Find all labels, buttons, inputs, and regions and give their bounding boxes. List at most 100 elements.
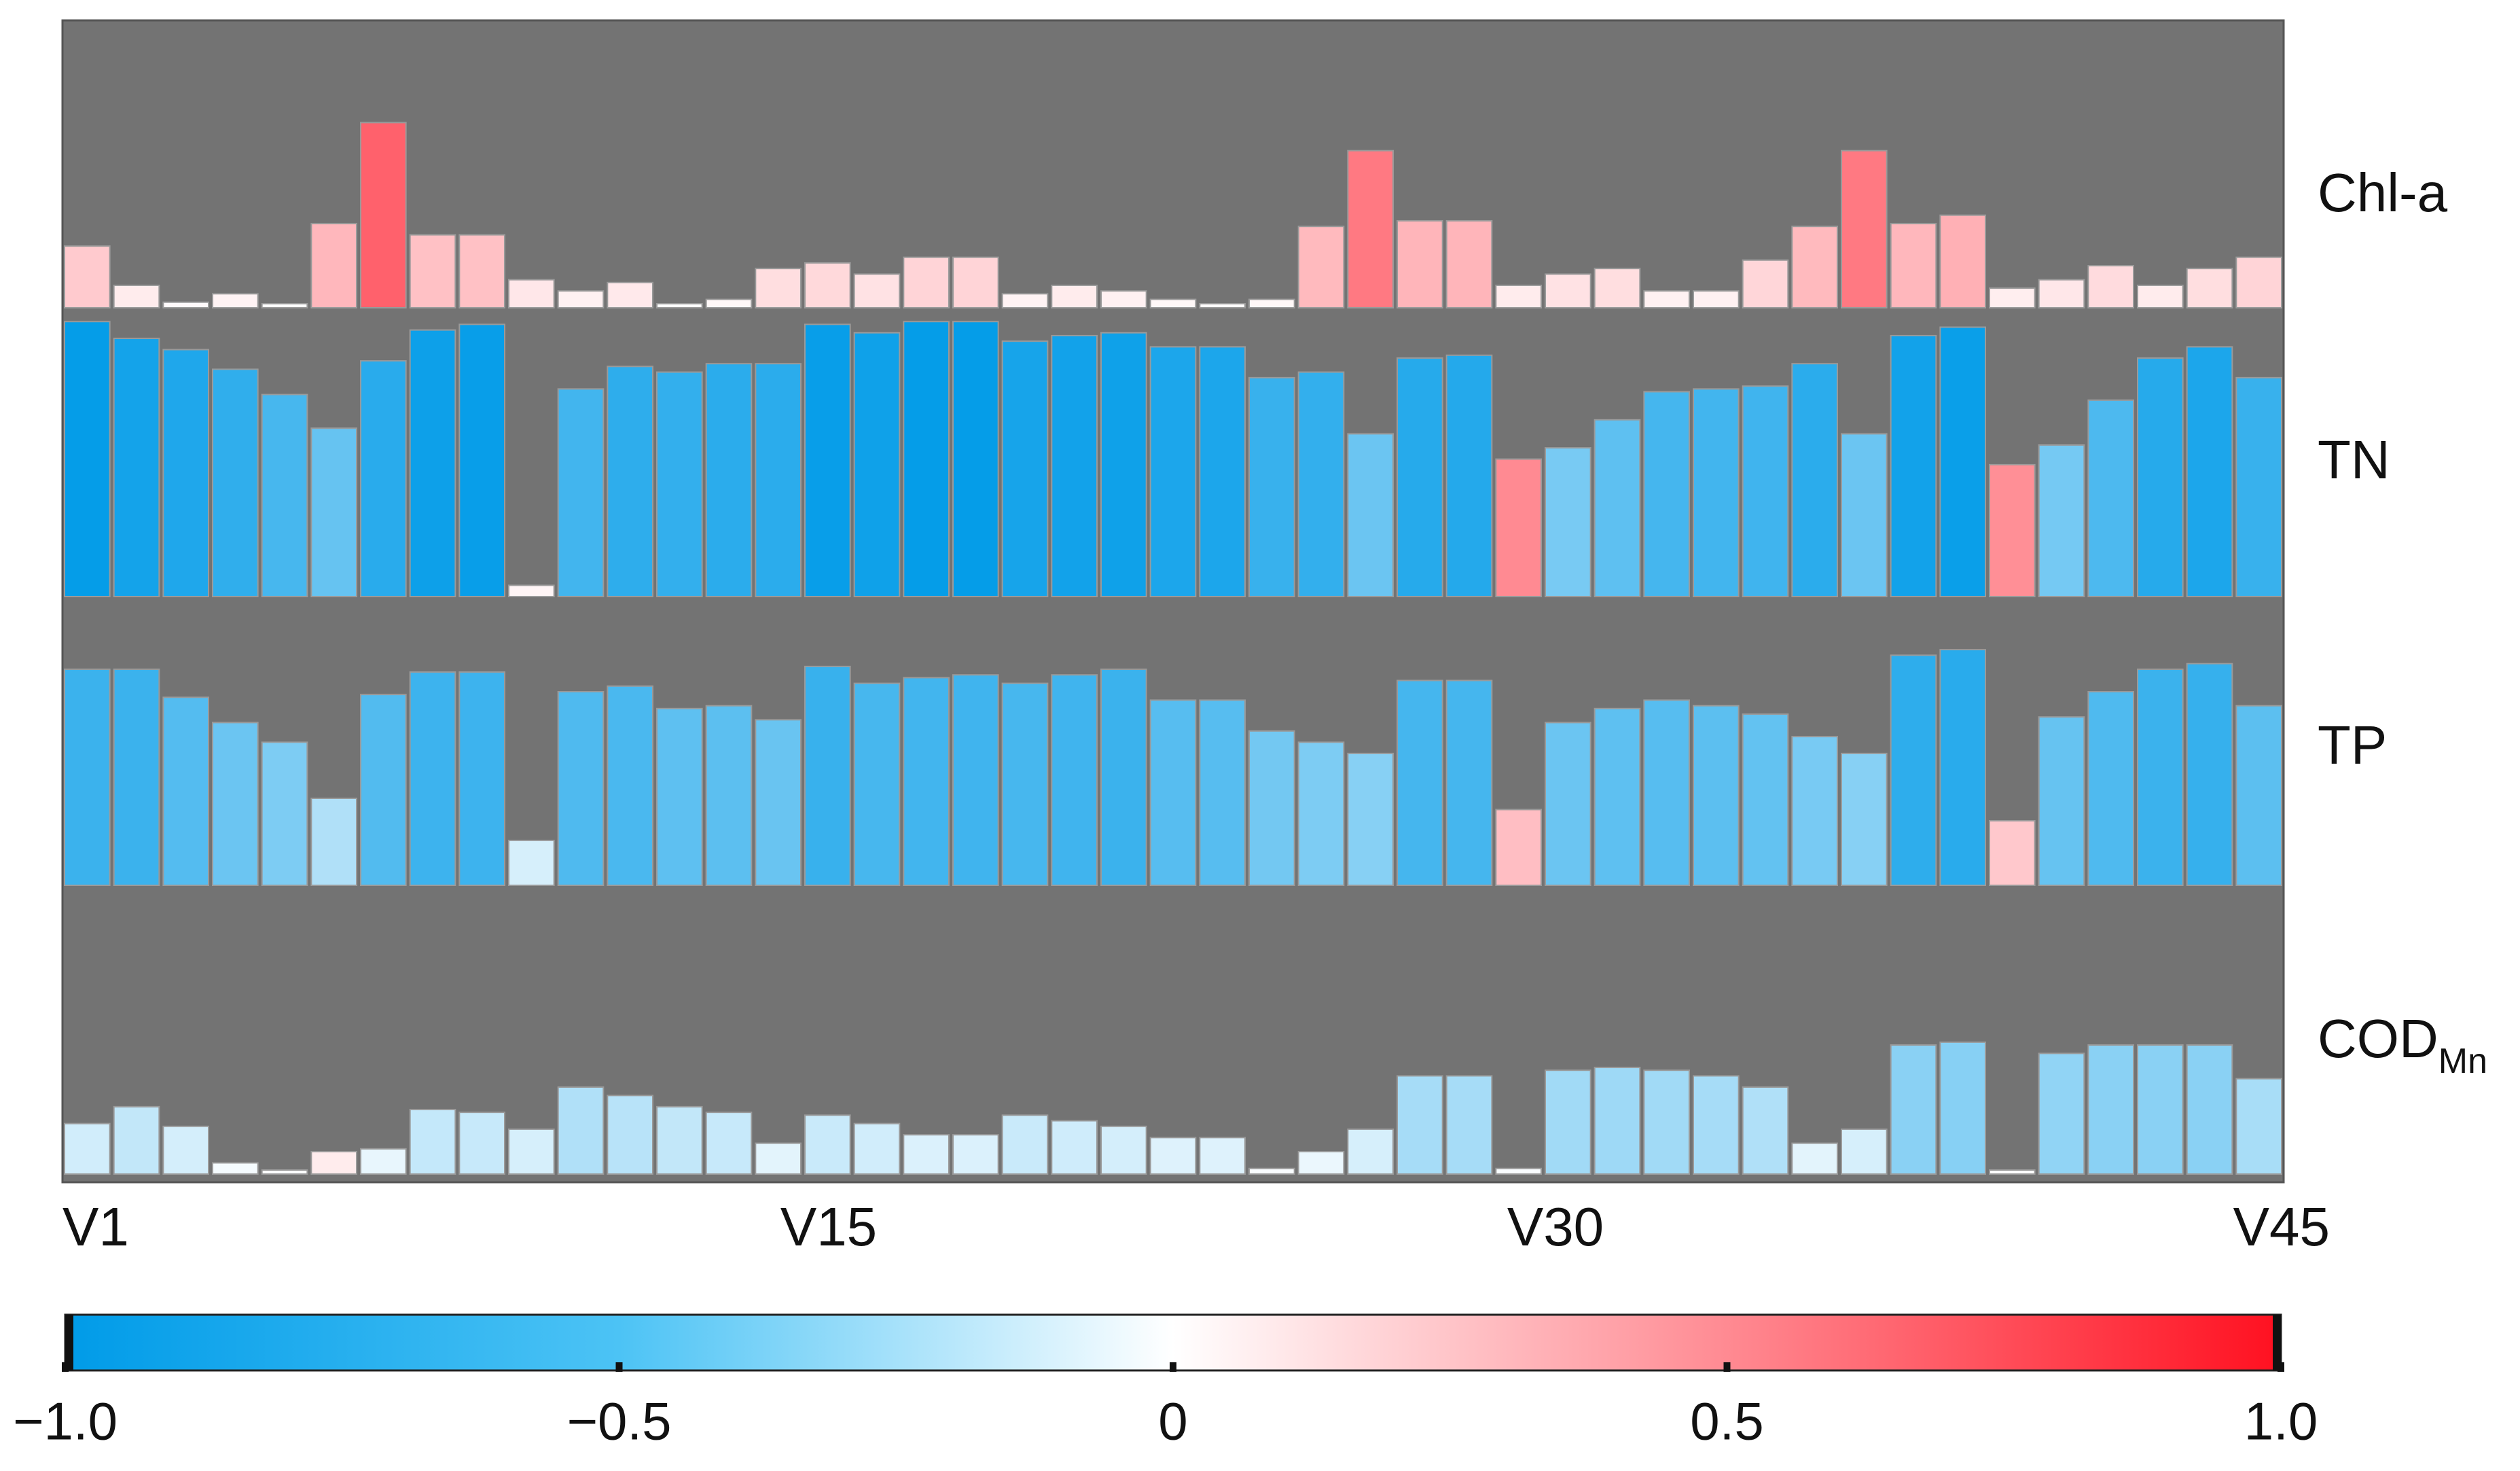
bar-tp-v13 [656, 707, 703, 887]
bar-tp-v45 [2235, 705, 2283, 887]
bar-chl-a-v17 [853, 273, 901, 309]
x-tick-label-v1: V1 [62, 1197, 129, 1257]
bar-tp-v30 [1495, 809, 1543, 886]
bar-chl-a-v39 [1939, 214, 1987, 308]
bar-codmn-v22 [1100, 1125, 1147, 1175]
bar-tn-v16 [804, 323, 851, 597]
bar-tn-v23 [1149, 346, 1197, 597]
bar-chl-a-v44 [2186, 268, 2233, 308]
bar-tn-v31 [1545, 447, 1591, 597]
bar-chl-a-v3 [162, 301, 209, 308]
bar-tp-v12 [607, 685, 654, 887]
bar-chl-a-v42 [2087, 265, 2135, 308]
bar-tn-v43 [2137, 357, 2184, 597]
bar-tp-v3 [162, 696, 209, 887]
bar-chl-a-v8 [409, 234, 456, 308]
bar-chl-a-v37 [1841, 149, 1888, 308]
bar-tn-v41 [2038, 444, 2085, 597]
bar-tn-v17 [853, 332, 901, 597]
colorbar-tick-label-0: −1.0 [13, 1392, 118, 1451]
bar-codmn-v13 [656, 1105, 703, 1175]
colorbar-tick-mark-4 [2278, 1362, 2284, 1372]
bar-codmn-v25 [1248, 1167, 1295, 1175]
bar-tn-v27 [1347, 433, 1394, 598]
bar-chl-a-v45 [2235, 256, 2283, 308]
bar-tn-v6 [310, 427, 357, 598]
bar-tp-v39 [1939, 649, 1987, 887]
bar-tn-v37 [1841, 433, 1888, 598]
row-label-chl-a: Chl-a [2318, 162, 2448, 223]
bar-chl-a-v34 [1693, 290, 1740, 309]
bar-chl-a-v21 [1051, 284, 1098, 308]
bar-tp-v1 [64, 668, 111, 886]
bar-tn-v12 [607, 366, 654, 598]
bar-tp-v2 [113, 668, 160, 886]
bar-tn-v45 [2235, 376, 2283, 597]
bar-tp-v43 [2137, 668, 2184, 886]
colorbar-tick-label-4: 1.0 [2244, 1392, 2318, 1451]
row-label-cod-mn: CODMn [2318, 1008, 2487, 1081]
bar-tp-v16 [804, 665, 851, 886]
bar-tn-v33 [1643, 391, 1691, 597]
bar-tn-v5 [261, 393, 308, 597]
bar-tn-v22 [1100, 332, 1147, 597]
bar-chl-a-v28 [1397, 219, 1443, 308]
bar-codmn-v33 [1643, 1069, 1691, 1175]
bar-chl-a-v13 [656, 303, 703, 308]
bar-tn-v29 [1445, 354, 1493, 597]
bar-codmn-v28 [1397, 1075, 1443, 1175]
colorbar-tick-label-3: 0.5 [1690, 1392, 1763, 1451]
bar-codmn-v30 [1495, 1167, 1543, 1175]
bar-codmn-v14 [705, 1112, 753, 1175]
bar-chl-a-v1 [64, 245, 111, 309]
bar-chl-a-v10 [508, 279, 555, 309]
bar-codmn-v24 [1199, 1137, 1246, 1175]
bar-tp-v7 [360, 694, 407, 886]
bar-codmn-v42 [2087, 1044, 2135, 1175]
bar-chl-a-v22 [1100, 290, 1147, 309]
bar-codmn-v37 [1841, 1128, 1888, 1175]
bar-codmn-v3 [162, 1125, 209, 1175]
bar-chl-a-v9 [458, 234, 506, 308]
bar-codmn-v21 [1051, 1120, 1098, 1175]
bar-codmn-v15 [755, 1142, 802, 1175]
bar-codmn-v40 [1989, 1169, 2036, 1175]
bar-tn-v44 [2186, 346, 2233, 597]
bar-codmn-v17 [853, 1122, 901, 1175]
bar-tn-v32 [1594, 419, 1641, 597]
bar-codmn-v32 [1594, 1067, 1641, 1175]
x-tick-label-v15: V15 [780, 1197, 877, 1257]
bar-chl-a-v7 [360, 122, 407, 308]
bar-codmn-v39 [1939, 1041, 1987, 1175]
colorbar-tick-mark-0 [62, 1362, 69, 1372]
bar-chl-a-v32 [1594, 268, 1641, 308]
bar-chl-a-v6 [310, 223, 357, 309]
bar-tn-v36 [1791, 363, 1839, 598]
row-label-cod-main: COD [2318, 1008, 2438, 1069]
bar-chl-a-v20 [1001, 293, 1049, 309]
plot-panel-frame [61, 19, 2285, 1184]
bar-chl-a-v16 [804, 262, 851, 309]
bar-chl-a-v30 [1495, 284, 1543, 308]
colorbar-tick-mark-2 [1170, 1362, 1176, 1372]
bar-tp-v33 [1643, 699, 1691, 887]
bar-chl-a-v12 [607, 281, 654, 308]
bar-tn-v1 [64, 321, 111, 597]
bar-tn-v10 [508, 584, 555, 597]
bar-tp-v27 [1347, 752, 1394, 887]
bar-codmn-v11 [557, 1086, 605, 1175]
bar-tp-v25 [1248, 730, 1295, 886]
bar-tp-v40 [1989, 820, 2036, 887]
bar-chl-a-v14 [705, 298, 753, 308]
bar-tn-v13 [656, 371, 703, 597]
bar-tn-v4 [212, 368, 259, 597]
bar-codmn-v27 [1347, 1128, 1394, 1175]
bar-tp-v17 [853, 682, 901, 886]
bar-tp-v38 [1890, 654, 1937, 887]
bar-tp-v14 [705, 705, 753, 887]
bar-tn-v24 [1199, 346, 1246, 597]
bar-codmn-v18 [903, 1134, 950, 1175]
bar-chl-a-v38 [1890, 223, 1937, 309]
bar-chl-a-v40 [1989, 287, 2036, 308]
